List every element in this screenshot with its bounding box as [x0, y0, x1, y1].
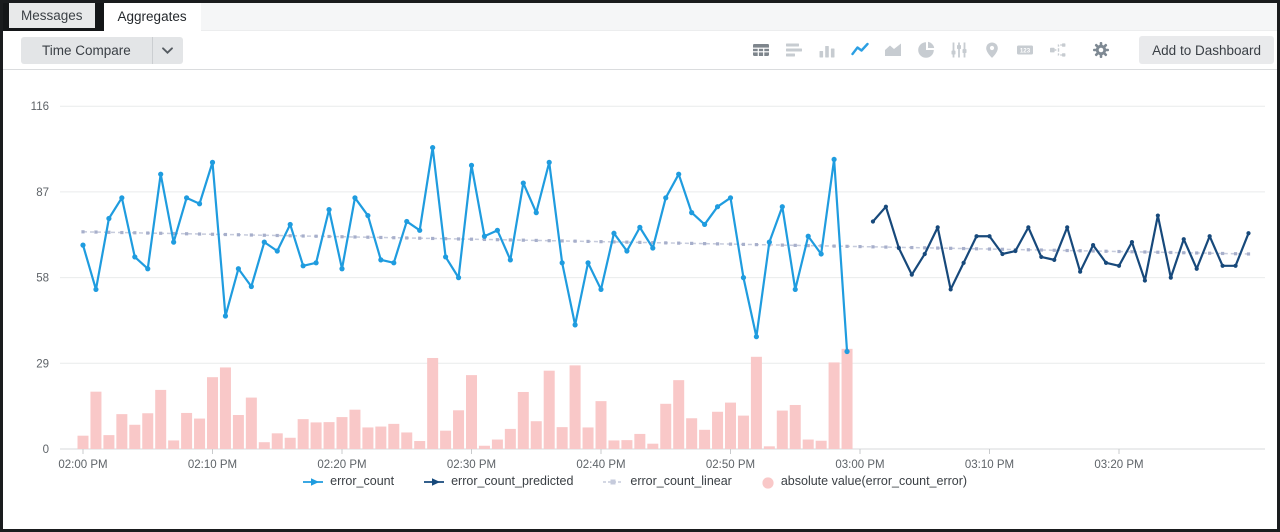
svg-text:123: 123: [1020, 48, 1031, 55]
legend-label: error_count: [330, 474, 395, 488]
gear-icon[interactable]: [1092, 41, 1110, 59]
aggregates-chart-area: 0 29 58 87 116 02:00 PM 02:10 PM 02:20 PM 02:30 …: [3, 70, 1277, 489]
time-compare-label[interactable]: Time Compare: [42, 42, 131, 58]
column-chart-icon[interactable]: [818, 41, 836, 59]
map-pin-icon[interactable]: [983, 41, 1001, 59]
legend-label: absolute value(error_count_error): [780, 474, 968, 488]
svg-text:03:20 PM: 03:20 PM: [1094, 459, 1143, 470]
legend-item-error-count[interactable]: error_count: [303, 474, 394, 489]
svg-text:0: 0: [43, 444, 49, 456]
dashed-line-marker-icon: [603, 479, 624, 485]
tab-messages[interactable]: Messages: [9, 3, 95, 28]
results-tab-bar: Messages Aggregates: [3, 3, 1277, 31]
time-compare-button[interactable]: Time Compare: [21, 36, 183, 64]
svg-text:02:00 PM: 02:00 PM: [58, 459, 107, 470]
svg-text:58: 58: [36, 273, 49, 285]
time-compare-dropdown[interactable]: [151, 36, 183, 64]
chevron-down-icon: [162, 46, 174, 54]
svg-text:02:20 PM: 02:20 PM: [317, 459, 366, 470]
add-to-dashboard-button[interactable]: Add to Dashboard: [1139, 36, 1274, 64]
svg-text:87: 87: [36, 187, 49, 199]
area-chart-icon[interactable]: [884, 41, 902, 59]
chart-type-icon-row: 123 Add to Dashboard: [752, 36, 1274, 64]
histogram-sliders-icon[interactable]: [950, 41, 968, 59]
svg-text:116: 116: [31, 101, 49, 113]
svg-text:02:40 PM: 02:40 PM: [576, 459, 625, 470]
circle-marker-icon: [762, 477, 774, 489]
line-arrow-marker-icon: [303, 478, 324, 486]
tab-aggregates[interactable]: Aggregates: [103, 3, 201, 31]
svg-text:02:30 PM: 02:30 PM: [447, 459, 496, 470]
flow-diagram-icon[interactable]: [1049, 41, 1067, 59]
legend-item-error-count-linear[interactable]: error_count_linear: [603, 474, 732, 489]
svg-text:03:10 PM: 03:10 PM: [965, 459, 1014, 470]
table-view-icon[interactable]: [752, 41, 770, 59]
line-arrow-marker-icon: [424, 478, 445, 486]
legend-item-error-count-predicted[interactable]: error_count_predicted: [424, 474, 573, 489]
svg-text:02:10 PM: 02:10 PM: [188, 459, 237, 470]
legend-item-error-count-error[interactable]: absolute value(error_count_error): [762, 474, 977, 489]
single-value-icon[interactable]: 123: [1016, 41, 1034, 59]
aggregates-toolbar: Time Compare: [3, 31, 1277, 70]
svg-text:02:50 PM: 02:50 PM: [706, 459, 755, 470]
svg-text:03:00 PM: 03:00 PM: [835, 459, 884, 470]
svg-text:29: 29: [36, 358, 49, 370]
chart-legend: error_count error_count_predicted error_…: [3, 470, 1277, 489]
aggregates-chart: 0 29 58 87 116 02:00 PM 02:10 PM 02:20 PM 02:30 …: [31, 101, 1265, 470]
tab-bar-filler: [200, 3, 1277, 31]
legend-label: error_count_predicted: [451, 474, 574, 488]
line-chart-icon[interactable]: [851, 41, 869, 59]
pie-chart-icon[interactable]: [917, 41, 935, 59]
legend-label: error_count_linear: [630, 474, 732, 488]
bar-chart-horizontal-icon[interactable]: [785, 41, 803, 59]
